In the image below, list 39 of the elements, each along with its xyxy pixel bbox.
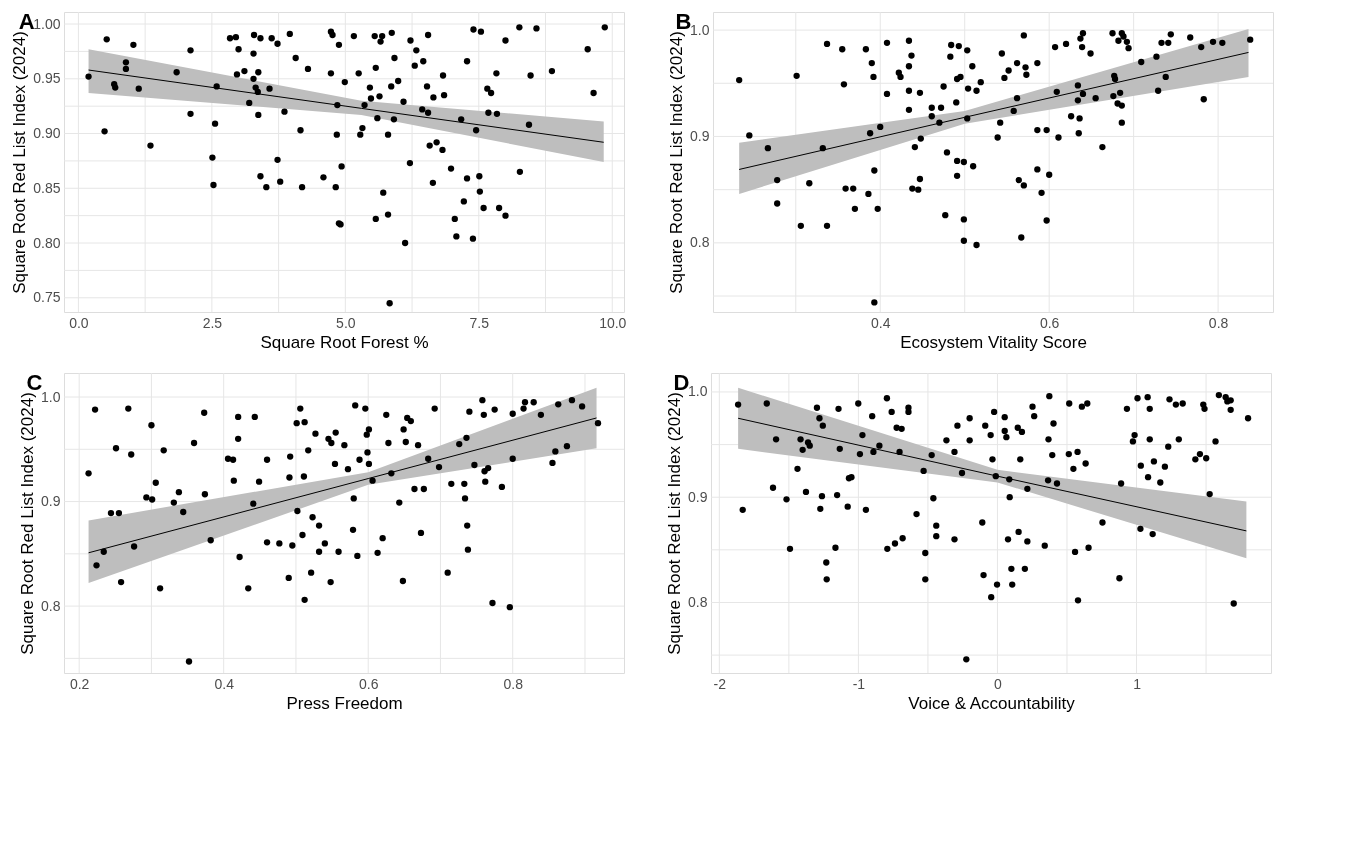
y-tick-label: 0.8 [688, 593, 708, 610]
x-axis-title: Voice & Accountability [908, 693, 1076, 713]
y-tick-label: 0.8 [41, 597, 61, 614]
x-tick-label: -1 [852, 675, 866, 692]
y-tick-label: 0.80 [33, 234, 61, 251]
x-tick-label: 7.5 [469, 314, 490, 331]
y-tick-label: 0.95 [33, 70, 61, 87]
x-tick-label: 0.6 [1039, 314, 1060, 331]
x-tick-label: 10.0 [599, 314, 627, 331]
y-axis-title: Square Root Red List Index (2024) [667, 31, 687, 294]
x-tick-label: 5.0 [336, 314, 356, 331]
y-axis-title: Square Root Red List Index (2024) [18, 392, 38, 655]
x-tick-label: 0.2 [69, 675, 90, 692]
x-tick-label: 0.8 [503, 675, 524, 692]
x-tick-label: 0.4 [871, 314, 891, 331]
x-tick-label: 0 [994, 675, 1003, 692]
y-tick-label: 1.0 [688, 383, 708, 400]
x-tick-label: 2.5 [202, 314, 223, 331]
x-axis-title: Ecosystem Vitality Score [900, 332, 1087, 352]
y-tick-label: 0.9 [41, 493, 61, 510]
x-tick-label: 0.8 [1208, 314, 1229, 331]
x-tick-label: -2 [713, 675, 727, 692]
x-tick-label: 0.4 [214, 675, 235, 692]
x-axis-title: Square Root Forest % [260, 332, 429, 352]
y-tick-label: 1.0 [41, 388, 61, 405]
y-tick-label: 1.0 [690, 21, 710, 38]
y-tick-label: 0.85 [33, 179, 61, 196]
y-axis-title: Square Root Red List Index (2024) [10, 31, 30, 294]
y-axis-title: Square Root Red List Index (2024) [665, 392, 685, 655]
x-tick-label: 0.0 [69, 314, 89, 331]
x-tick-label: 1 [1133, 675, 1142, 692]
y-tick-label: 0.9 [688, 488, 708, 505]
y-tick-label: 0.75 [33, 289, 61, 306]
y-tick-label: 0.8 [690, 234, 710, 251]
x-axis-title: Press Freedom [286, 693, 403, 713]
y-tick-label: 0.9 [690, 127, 710, 144]
x-tick-label: 0.6 [358, 675, 379, 692]
y-tick-label: 1.00 [33, 15, 61, 32]
y-tick-label: 0.90 [33, 125, 61, 142]
